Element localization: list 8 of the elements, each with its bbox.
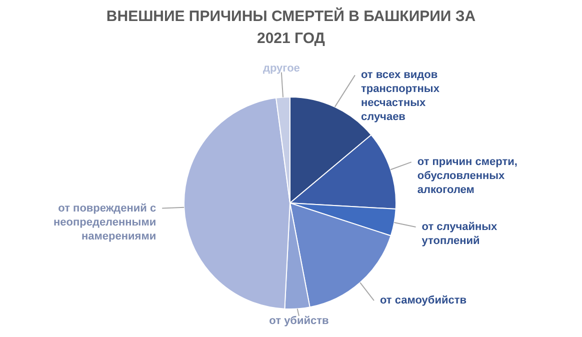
slice-label: от всех видов транспортных несчастных случаев <box>360 69 440 124</box>
slice-label: другое <box>262 62 300 74</box>
chart-title: ВНЕШНИЕ ПРИЧИНЫ СМЕРТЕЙ В БАШКИРИИ ЗА 2021 ГОД <box>106 7 476 47</box>
slice-label: от самоубийств <box>380 294 467 307</box>
slice-label: от убийств <box>269 315 330 327</box>
slice-label: от повреждений с неопределенными намерениями <box>54 202 156 242</box>
slice-label: от случайных утоплений <box>422 220 498 247</box>
slice-label: от причин смерти, обусловленных алкоголем <box>417 156 518 196</box>
